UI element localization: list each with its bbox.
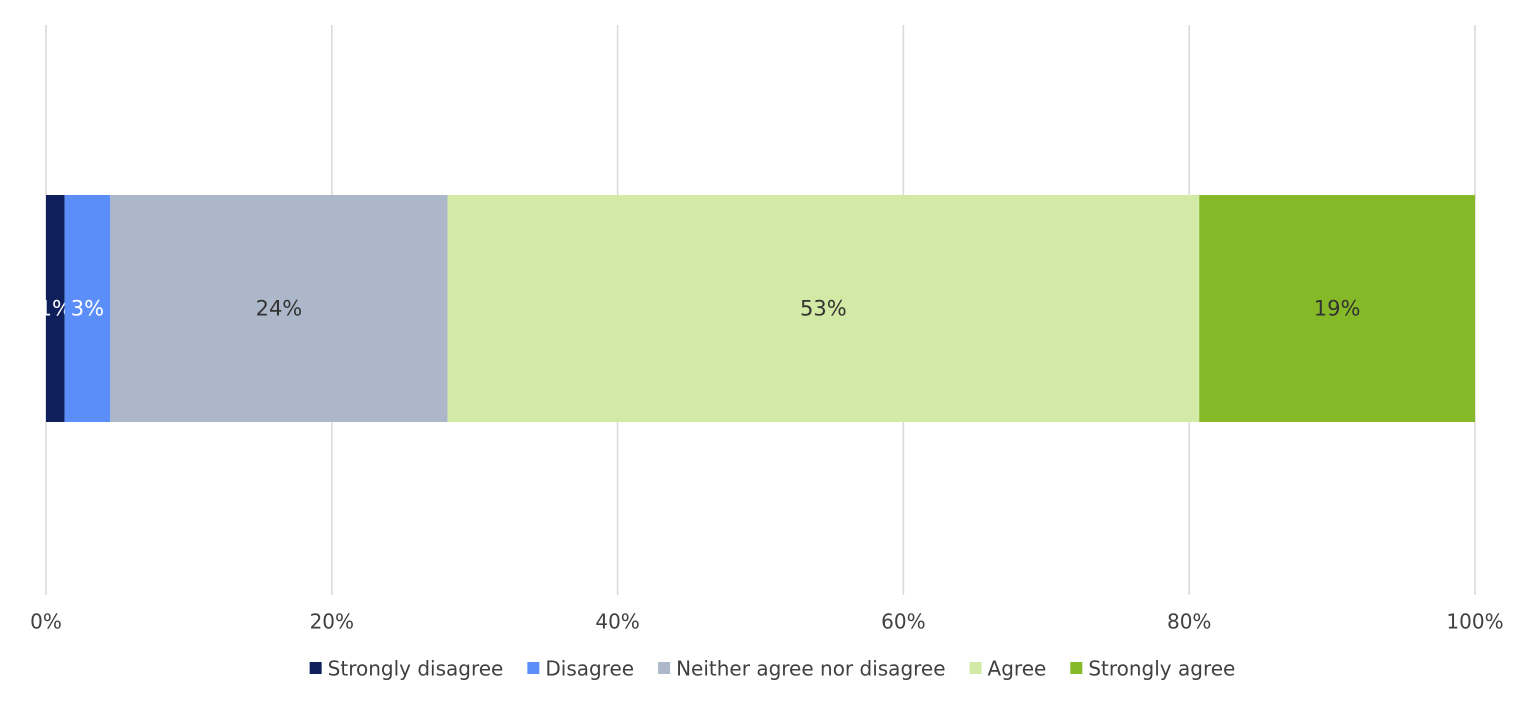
legend-swatch [658, 662, 671, 674]
legend-label: Disagree [545, 657, 634, 681]
data-label: 24% [256, 297, 303, 321]
x-tick-label: 40% [595, 610, 639, 634]
legend-label: Agree [988, 657, 1047, 681]
legend-swatch [969, 662, 982, 674]
bar-segment [64, 195, 111, 422]
data-label: 3% [71, 297, 104, 321]
data-label: 19% [1314, 297, 1361, 321]
x-tick-label: 60% [881, 610, 925, 634]
x-tick-label: 0% [30, 610, 62, 634]
x-tick-label: 80% [1167, 610, 1211, 634]
legend-swatch [527, 662, 540, 674]
bar-segment [1199, 195, 1475, 422]
legend-swatch [1070, 662, 1083, 674]
legend-label: Neither agree nor disagree [676, 657, 945, 681]
legend-label: Strongly disagree [328, 657, 504, 681]
bar-segment [447, 195, 1200, 422]
legend-swatch [309, 662, 322, 674]
bar-segment [110, 195, 448, 422]
legend-label: Strongly agree [1088, 657, 1235, 681]
bar-segment [46, 195, 65, 422]
x-tick-label: 100% [1446, 610, 1503, 634]
x-tick-label: 20% [310, 610, 354, 634]
data-label: 53% [800, 297, 847, 321]
